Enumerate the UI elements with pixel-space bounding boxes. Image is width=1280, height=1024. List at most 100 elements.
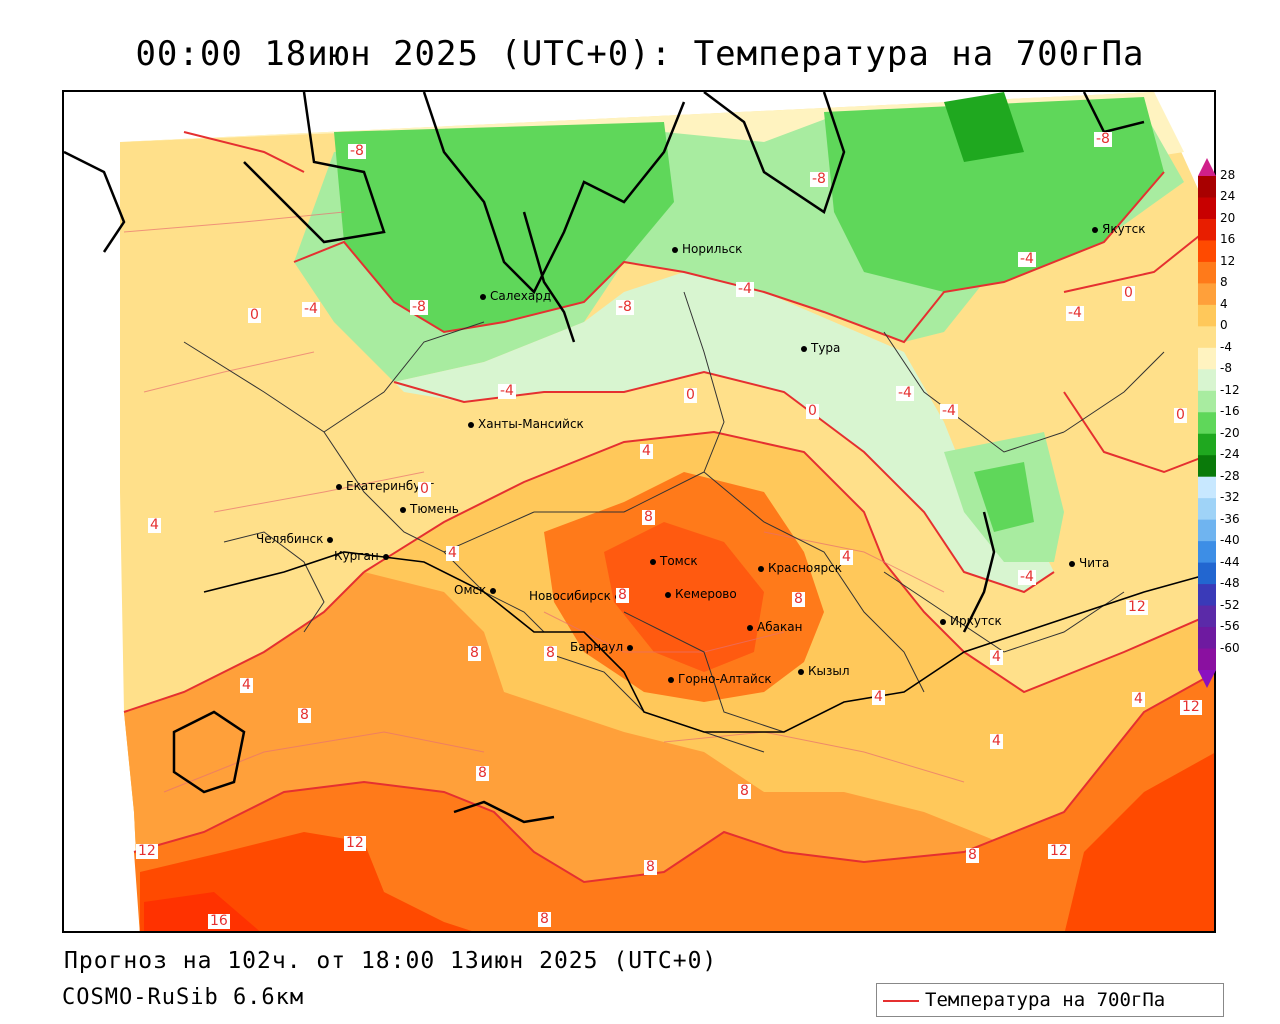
isotherm-label: 8 [644, 859, 657, 875]
colorbar-swatch [1198, 412, 1216, 435]
colorbar-tick-label: 20 [1220, 210, 1236, 225]
isotherm-label: 12 [1126, 599, 1148, 615]
city-label: Иркутск [950, 614, 1002, 628]
city-label: Чита [1079, 556, 1110, 570]
colorbar-swatch [1198, 218, 1216, 241]
city-dot-icon [327, 536, 334, 543]
city-dot-icon [1069, 560, 1075, 567]
isotherm-label: -8 [616, 299, 634, 315]
city-marker: Тюмень [400, 502, 459, 516]
isotherm-label: 12 [1048, 843, 1070, 859]
isotherm-label: 4 [840, 549, 853, 565]
colorbar-swatch [1198, 648, 1216, 671]
city-dot-icon [627, 644, 634, 651]
colorbar-swatch [1198, 433, 1216, 456]
legend: Температура на 700гПа [876, 983, 1224, 1017]
city-marker: Челябинск [256, 532, 337, 546]
isotherm-label: 12 [1180, 699, 1202, 715]
city-marker: Ханты-Мансийск [468, 417, 584, 431]
city-dot-icon [801, 345, 807, 352]
isotherm-label: -8 [410, 299, 428, 315]
colorbar-tick-label: -40 [1220, 533, 1240, 548]
isotherm-label: -8 [348, 143, 366, 159]
city-dot-icon [468, 421, 474, 428]
city-marker: Норильск [672, 242, 742, 256]
colorbar-tick-label: 16 [1220, 232, 1236, 247]
isotherm-label: 0 [684, 387, 697, 403]
legend-label: Температура на 700гПа [925, 989, 1166, 1011]
colorbar-tick-label: -48 [1220, 576, 1240, 591]
isotherm-label: 8 [544, 645, 557, 661]
chart-title: 00:00 18июн 2025 (UTC+0): Температура на… [135, 34, 1145, 74]
city-marker: Екатеринбург [336, 479, 434, 493]
colorbar-swatch [1198, 326, 1216, 349]
isotherm-label: -8 [810, 171, 828, 187]
city-label: Кызыл [808, 664, 850, 678]
colorbar-tick-label: -28 [1220, 468, 1240, 483]
isotherm-label: 4 [872, 689, 885, 705]
colorbar-swatch [1198, 197, 1216, 220]
isotherm-label: -4 [302, 301, 320, 317]
colorbar-tick-label: -32 [1220, 490, 1240, 505]
colorbar-swatch [1198, 347, 1216, 370]
city-dot-icon [480, 293, 486, 300]
city-label: Салехард [490, 289, 552, 303]
colorbar-swatch [1198, 176, 1216, 198]
colorbar-tick-label: 0 [1220, 318, 1228, 333]
city-marker: Горно-Алтайск [668, 672, 772, 686]
city-dot-icon [400, 506, 406, 513]
colorbar-swatch [1198, 455, 1216, 478]
isotherm-label: 4 [240, 677, 253, 693]
isotherm-label: 4 [148, 517, 161, 533]
city-label: Челябинск [256, 532, 324, 546]
isotherm-label: -4 [736, 281, 754, 297]
city-label: Красноярск [768, 561, 842, 575]
isotherm-label: 12 [344, 835, 366, 851]
colorbar-tick-label: -44 [1220, 554, 1240, 569]
colorbar-swatch [1198, 304, 1216, 327]
city-label: Новосибирск [529, 589, 611, 603]
city-label: Екатеринбург [346, 479, 435, 493]
city-dot-icon [650, 558, 656, 565]
isotherm-label: -4 [1066, 305, 1084, 321]
city-dot-icon [798, 668, 804, 675]
city-label: Барнаул [570, 640, 624, 654]
colorbar-tick-label: 12 [1220, 253, 1236, 268]
isotherm-label: 4 [990, 733, 1003, 749]
isotherm-label: 8 [642, 509, 655, 525]
isotherm-label: 0 [248, 307, 261, 323]
colorbar-tick-label: 8 [1220, 275, 1228, 290]
colorbar-tick-label: 4 [1220, 296, 1228, 311]
city-dot-icon [747, 624, 753, 631]
map-panel: Салехард Норильск Якутск Тура Ханты-Манс… [62, 90, 1216, 933]
isotherm-label: -4 [1018, 569, 1036, 585]
isotherm-label: 8 [616, 587, 629, 603]
colorbar-tick-label: -20 [1220, 425, 1240, 440]
forecast-info: Прогноз на 102ч. от 18:00 13июн 2025 (UT… [64, 948, 718, 974]
isotherm-label: 4 [640, 443, 653, 459]
city-dot-icon [382, 553, 389, 560]
city-label: Томск [660, 554, 698, 568]
colorbar-swatch [1198, 584, 1216, 607]
isotherm-label: 8 [298, 707, 311, 723]
colorbar-tick-label: -36 [1220, 511, 1240, 526]
isotherm-label: -4 [498, 383, 516, 399]
city-label: Омск [454, 583, 487, 597]
isotherm-label: 4 [990, 649, 1003, 665]
colorbar-swatch [1198, 498, 1216, 521]
colorbar-tick-label: 28 [1220, 168, 1236, 182]
colorbar-swatch [1198, 541, 1216, 564]
colorbar-tick-label: -24 [1220, 447, 1240, 462]
city-marker: Омск [454, 583, 500, 597]
isotherm-label: 8 [476, 765, 489, 781]
isotherm-label: 8 [538, 911, 551, 927]
colorbar-tick-label: -4 [1220, 339, 1232, 354]
temperature-field [64, 92, 1214, 931]
city-label: Абакан [757, 620, 803, 634]
city-label: Курган [334, 549, 379, 563]
city-marker: Кызыл [798, 664, 850, 678]
city-marker: Абакан [747, 620, 802, 634]
colorbar-tick-label: -16 [1220, 404, 1240, 419]
isotherm-label: -4 [896, 385, 914, 401]
isotherm-label: -8 [1094, 131, 1112, 147]
